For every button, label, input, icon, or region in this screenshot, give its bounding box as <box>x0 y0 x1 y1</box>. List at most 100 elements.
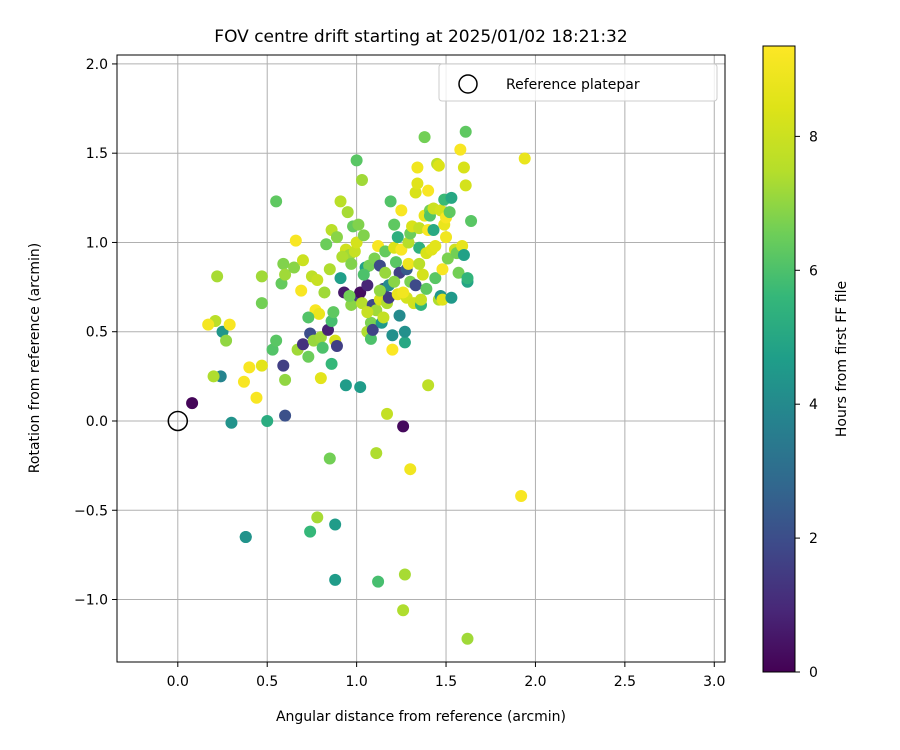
data-point <box>418 131 431 144</box>
data-point <box>225 416 238 429</box>
data-point <box>211 270 224 283</box>
data-point <box>313 307 326 320</box>
reference-marker <box>167 410 189 432</box>
plot-area <box>117 55 725 662</box>
data-point <box>420 282 433 295</box>
y-axis-label: Rotation from reference (arcmin) <box>27 243 43 473</box>
legend-entry-reference-platepar: Reference platepar <box>506 77 640 93</box>
data-point <box>384 195 397 208</box>
data-point <box>325 357 338 370</box>
data-point <box>279 373 292 386</box>
y-tick-label: −1.0 <box>74 593 108 609</box>
data-point <box>415 293 427 306</box>
data-point <box>457 248 470 261</box>
data-point <box>465 215 478 228</box>
data-point <box>364 332 377 345</box>
data-point <box>223 318 236 331</box>
data-point <box>397 420 410 433</box>
data-point <box>325 315 338 328</box>
data-point <box>318 286 331 299</box>
data-point <box>334 195 347 208</box>
data-point <box>314 372 327 385</box>
data-point <box>277 257 290 270</box>
data-point <box>377 311 390 324</box>
chart-title: FOV centre drift starting at 2025/01/02 … <box>214 27 627 47</box>
data-point <box>296 338 309 351</box>
data-point <box>429 272 442 285</box>
data-point <box>456 240 469 253</box>
data-point <box>443 206 456 219</box>
data-point <box>316 341 329 354</box>
y-tick-label: 0.0 <box>86 414 108 430</box>
colorbar-ticks: 0 2 4 6 8 <box>795 129 818 681</box>
data-point <box>350 154 363 167</box>
data-point <box>243 361 256 374</box>
data-point <box>386 343 399 356</box>
data-point <box>186 397 199 410</box>
data-point <box>357 229 370 242</box>
data-point <box>348 245 361 258</box>
data-point <box>296 254 309 267</box>
data-point <box>409 186 422 199</box>
data-point <box>334 272 347 285</box>
data-point <box>411 177 424 190</box>
data-point <box>422 184 435 197</box>
data-point <box>357 268 370 281</box>
legend: Reference platepar <box>438 63 718 102</box>
colorbar-tick-label: 4 <box>809 397 818 413</box>
data-point <box>445 191 458 204</box>
data-point <box>361 306 374 319</box>
data-point <box>304 525 317 538</box>
data-point <box>270 195 283 208</box>
data-point <box>398 336 411 349</box>
data-point <box>352 218 365 231</box>
data-point <box>329 573 342 586</box>
data-point <box>341 206 354 219</box>
data-point <box>279 268 292 281</box>
colorbar-tick-label: 6 <box>809 263 818 279</box>
data-point <box>397 604 410 617</box>
data-point <box>441 252 454 265</box>
data-point <box>452 266 465 279</box>
colorbar: 0 2 4 6 8 Hours from first FF file <box>762 45 850 681</box>
data-point <box>277 359 290 372</box>
data-point <box>361 279 374 292</box>
data-point <box>323 452 336 465</box>
data-point <box>393 309 406 322</box>
data-point <box>413 222 426 235</box>
y-tick-label: 2.0 <box>86 57 108 73</box>
x-axis-label: Angular distance from reference (arcmin) <box>276 709 566 725</box>
data-point <box>345 257 358 270</box>
data-point <box>402 257 415 270</box>
data-point <box>391 231 404 244</box>
data-point <box>330 340 343 353</box>
data-point <box>402 236 415 249</box>
data-point <box>373 284 386 297</box>
data-point <box>355 297 368 310</box>
data-point <box>398 325 411 338</box>
colorbar-label: Hours from first FF file <box>834 281 850 437</box>
data-point <box>339 379 352 392</box>
data-point <box>445 291 458 304</box>
x-tick-label: 3.0 <box>703 674 725 690</box>
x-tick-label: 1.0 <box>345 674 367 690</box>
data-point <box>302 311 315 324</box>
data-point <box>370 447 383 460</box>
colorbar-tick-label: 0 <box>809 665 818 681</box>
data-point <box>388 275 401 288</box>
x-tick-label: 1.5 <box>435 674 457 690</box>
data-point <box>336 250 349 263</box>
y-axis-ticks: −1.0 −0.5 0.0 0.5 1.0 1.5 2.0 <box>74 57 117 609</box>
data-point <box>311 273 324 286</box>
x-tick-label: 0.5 <box>256 674 278 690</box>
data-point <box>409 279 422 292</box>
data-point <box>388 218 401 231</box>
data-point <box>386 329 399 342</box>
data-points <box>186 125 531 645</box>
data-point <box>436 293 449 306</box>
data-point <box>404 463 417 476</box>
y-tick-label: −0.5 <box>74 503 108 519</box>
data-point <box>354 381 367 394</box>
data-point <box>255 297 268 310</box>
data-point <box>237 375 250 388</box>
